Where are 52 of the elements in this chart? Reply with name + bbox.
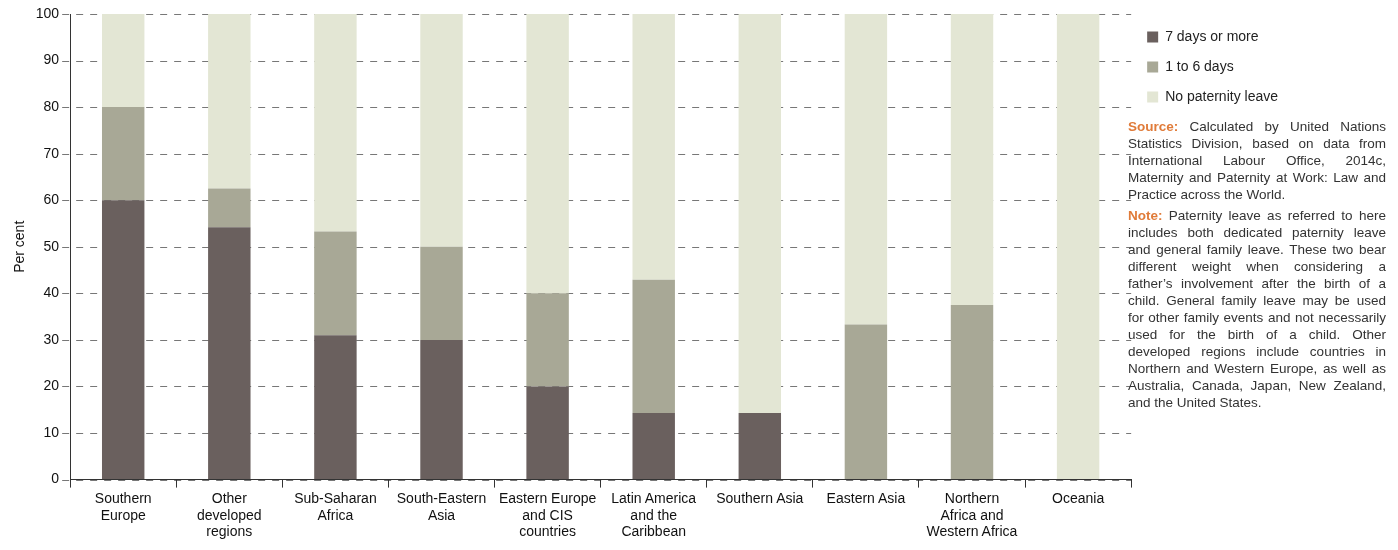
x-tick-label: Eastern Asia — [826, 489, 906, 506]
legend-label: 1 to 6 days — [1165, 57, 1234, 74]
x-tick-label: Southern Asia — [716, 489, 804, 506]
x-tick-label: Other developed regions — [197, 489, 262, 540]
bar — [420, 246, 463, 340]
bar — [738, 14, 782, 414]
bar — [632, 14, 675, 280]
bar — [208, 227, 251, 480]
y-tick-label: 50 — [43, 237, 60, 254]
x-tick-label: Sub-Saharan Africa — [294, 489, 377, 523]
y-tick-label: 70 — [43, 144, 60, 161]
bar — [526, 293, 569, 387]
y-tick-label: 90 — [43, 51, 60, 68]
y-tick-label: 60 — [43, 191, 60, 208]
bar — [738, 413, 782, 480]
bar — [950, 305, 994, 480]
y-tick-label: 10 — [43, 423, 60, 440]
bar — [526, 14, 569, 294]
x-tick-label: Oceania — [1052, 489, 1105, 506]
x-tick-label: Southern Europe — [94, 489, 152, 523]
legend-label: No paternity leave — [1165, 87, 1279, 104]
bar — [1056, 14, 1100, 480]
y-tick-label: 80 — [43, 97, 60, 114]
y-axis-title: Per cent — [11, 220, 28, 273]
bar — [314, 231, 357, 336]
x-tick-label: Latin America and the Caribbean — [611, 489, 697, 540]
bar — [314, 14, 357, 232]
bar — [101, 14, 145, 108]
x-tick-label: Northern Africa and Western Africa — [926, 489, 1018, 540]
bar — [632, 279, 675, 414]
bar — [420, 14, 463, 247]
bar — [420, 339, 463, 480]
bar — [950, 14, 994, 305]
bar — [101, 200, 145, 480]
bar — [632, 413, 675, 480]
bar — [101, 107, 145, 201]
y-tick-label: 20 — [43, 377, 60, 394]
bar — [844, 14, 888, 325]
bar — [526, 386, 569, 480]
y-tick-label: 40 — [43, 284, 60, 301]
y-tick-label: 30 — [43, 330, 60, 347]
bar — [208, 14, 251, 189]
bar — [208, 188, 251, 228]
y-tick-label: 100 — [35, 4, 60, 21]
bar — [314, 335, 357, 480]
x-tick-label: Eastern Europe and CIS countries — [498, 489, 597, 540]
legend-label: 7 days or more — [1165, 27, 1259, 44]
annotation: Source: Calculated by United Nations Statistics Division, based on data from International Labour Office, 2014c, Maternity and Paternity at Work: Law and Practice across the World. — [1128, 118, 1386, 203]
text: Note: Paternity leave as referred to here includes both dedicated paternity leave and general family leave. These two bear different weight when considering a father’s involvement after the birth of a child. General family leave may be used for other family events and not necessarily used for the birth of a child. Other developed regions include countries in Northern and Western Europe, as well as Australia, Canada, Japan, New Zealand, and the United States. — [1128, 208, 1386, 410]
y-tick-label: 0 — [51, 470, 60, 487]
x-tick-label: South-Eastern Asia — [396, 489, 487, 523]
bar — [844, 324, 888, 480]
